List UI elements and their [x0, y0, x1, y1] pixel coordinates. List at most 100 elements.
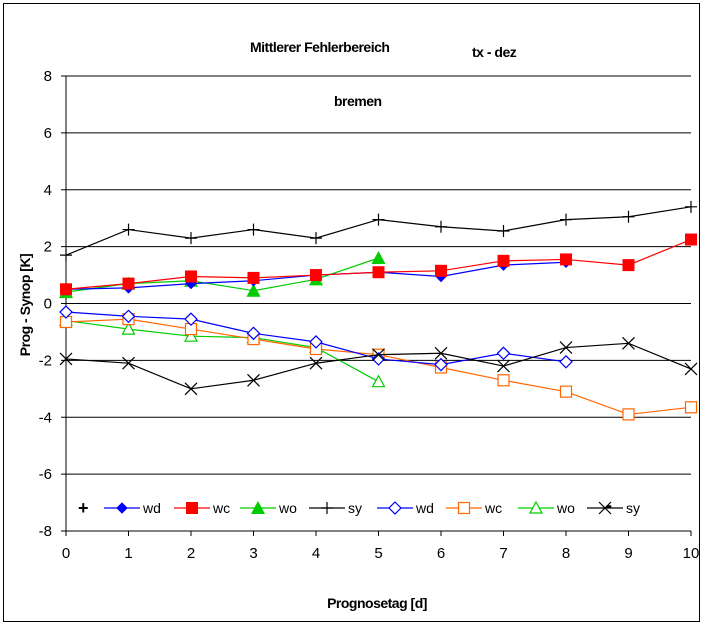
y-tick-labels: -8 -6 -4 -2 0 2 4 6 8 — [39, 68, 52, 540]
series-line-wo-2 — [65, 257, 379, 293]
data-point-wc-5-7 — [497, 374, 510, 387]
legend-marker-0 — [116, 502, 128, 514]
x-axis-label: Prognosetag [d] — [327, 595, 427, 611]
y-tick-label-2: -4 — [39, 409, 52, 426]
legend-entry-sy-7: sy — [587, 500, 640, 516]
x-tick-label-7: 7 — [499, 545, 507, 562]
y-tick-label-5: 2 — [44, 239, 52, 256]
data-point-sy-7-5 — [372, 348, 385, 362]
data-point-wd-4-1 — [121, 309, 136, 324]
legend-marker-3 — [321, 502, 333, 514]
legend-marker-5 — [457, 501, 471, 515]
data-point-sy-7-7 — [497, 359, 510, 373]
legend-marker-7 — [598, 501, 612, 515]
series-wd-4 — [59, 305, 573, 372]
data-point-sy-7-3 — [247, 373, 260, 387]
y-tick-label-8: 8 — [44, 68, 52, 85]
data-point-sy-7-6 — [434, 346, 448, 360]
series-line-wc-5 — [65, 318, 692, 416]
x-tick-label-8: 8 — [562, 545, 570, 562]
y-tick-label-7: 6 — [44, 125, 52, 142]
data-point-wd-4-0 — [59, 305, 73, 319]
legend-label-5: wc — [484, 500, 502, 516]
data-point-sy-3-0 — [60, 249, 72, 262]
y-tick-label-6: 4 — [44, 182, 52, 199]
data-point-sy-3-9 — [622, 210, 635, 223]
data-point-sy-7-0 — [59, 352, 73, 366]
data-point-wo-6-5 — [371, 374, 386, 388]
legend-label-3: sy — [348, 500, 362, 516]
data-point-wd-4-2 — [184, 312, 198, 326]
legend-entry-wc-1: wc — [174, 500, 230, 516]
data-point-sy-7-1 — [122, 356, 135, 370]
data-point-wc-1-1 — [122, 277, 135, 290]
data-point-sy-7-9 — [622, 336, 635, 350]
data-point-sy-3-3 — [247, 223, 260, 236]
data-point-wc-1-9 — [622, 259, 635, 272]
x-tick-label-4: 4 — [312, 545, 320, 562]
data-point-sy-7-8 — [559, 341, 573, 355]
data-point-wc-5-10 — [684, 401, 698, 414]
x-tick-label-9: 9 — [624, 545, 632, 562]
legend-label-7: sy — [626, 500, 640, 516]
x-tick-label-10: 10 — [683, 545, 700, 562]
y-tick-label-1: -6 — [39, 466, 52, 483]
chart-subtitle: tx - dez — [472, 44, 517, 60]
legend-marker-6 — [528, 500, 544, 514]
legend-plus-sign: + — [78, 498, 89, 518]
data-point-sy-3-10 — [685, 200, 697, 213]
y-tick-label-4: 0 — [44, 296, 52, 313]
legend: + wd wc wo sy wd wc wo sy- — [78, 495, 640, 518]
axes — [61, 75, 692, 536]
x-tick-label-6: 6 — [437, 545, 445, 562]
data-point-wc-1-0 — [60, 283, 72, 296]
legend-label-0: wd — [142, 500, 161, 516]
legend-entry-sy-3: sy — [309, 500, 362, 516]
legend-entry-wd-0: wd — [104, 500, 161, 516]
data-point-wc-1-7 — [497, 254, 510, 267]
data-point-wc-5-9 — [622, 408, 635, 421]
legend-label-4: wd — [415, 500, 434, 516]
data-point-wc-1-6 — [435, 264, 447, 277]
data-point-wc-1-10 — [685, 233, 697, 246]
data-point-wd-4-8 — [559, 354, 573, 369]
y-axis-label: Prog - Synop [K] — [17, 254, 33, 356]
series-sy-7 — [59, 336, 698, 396]
data-point-wd-4-7 — [496, 346, 511, 361]
data-point-wo-2-5 — [371, 251, 386, 264]
chart-title: Mittlerer Fehlerbereich — [250, 39, 389, 55]
data-point-wd-4-6 — [434, 357, 448, 372]
data-point-wc-1-5 — [372, 266, 385, 279]
data-point-sy-3-8 — [560, 213, 572, 226]
y-tick-label-3: -2 — [39, 352, 52, 369]
legend-marker-1 — [186, 502, 198, 514]
data-point-wo-6-2 — [183, 328, 199, 342]
data-point-sy-3-5 — [372, 213, 385, 226]
x-tick-label-3: 3 — [249, 545, 257, 562]
x-tick-labels: 0 1 2 3 4 5 6 7 8 9 10 — [62, 545, 700, 562]
data-point-wc-5-8 — [559, 385, 573, 398]
data-point-wc-1-4 — [310, 269, 322, 282]
data-point-sy-7-4 — [309, 356, 323, 370]
data-point-wd-4-4 — [309, 335, 323, 349]
legend-entry-wc-5: wc — [446, 500, 502, 516]
data-point-sy-3-6 — [435, 220, 447, 233]
data-point-sy-7-2 — [184, 382, 198, 396]
data-point-wo-6-1 — [121, 321, 136, 335]
legend-label-6: wo — [556, 500, 575, 516]
data-point-wo-2-3 — [246, 283, 261, 297]
series-sy-3 — [60, 200, 697, 262]
x-tick-label-1: 1 — [124, 545, 132, 562]
data-point-wc-1-2 — [185, 270, 197, 283]
data-point-wc-1-3 — [247, 271, 260, 284]
x-tick-label-0: 0 — [62, 545, 70, 562]
data-point-sy-3-1 — [122, 223, 135, 236]
legend-entry-wo-6: wo — [518, 500, 575, 516]
legend-marker-4 — [388, 501, 402, 515]
gridlines — [66, 75, 691, 475]
data-point-sy-3-7 — [497, 224, 510, 237]
series-layer — [58, 200, 698, 421]
series-wc-1 — [60, 233, 697, 296]
legend-entry-wo-2: wo — [240, 500, 297, 516]
